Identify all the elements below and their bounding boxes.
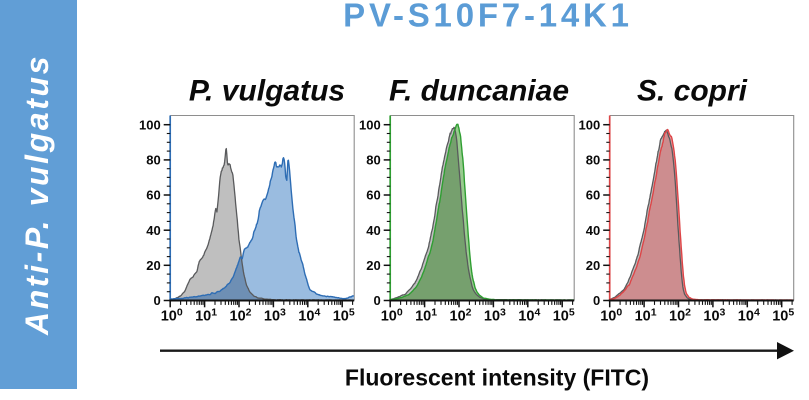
svg-text:40: 40 — [146, 223, 160, 238]
svg-text:40: 40 — [366, 223, 380, 238]
svg-text:40: 40 — [586, 223, 600, 238]
svg-text:100: 100 — [578, 117, 600, 132]
svg-text:80: 80 — [146, 153, 160, 168]
svg-text:Anti-P. vulgatus: Anti-P. vulgatus — [19, 54, 55, 336]
svg-text:60: 60 — [586, 188, 600, 203]
svg-text:F. duncaniae: F. duncaniae — [389, 75, 569, 108]
svg-text:20: 20 — [366, 258, 380, 273]
svg-text:100: 100 — [359, 117, 381, 132]
svg-text:S. copri: S. copri — [637, 75, 748, 108]
svg-text:20: 20 — [586, 258, 600, 273]
svg-text:60: 60 — [146, 188, 160, 203]
svg-text:Fluorescent intensity (FITC): Fluorescent intensity (FITC) — [345, 365, 649, 391]
svg-text:20: 20 — [146, 258, 160, 273]
svg-text:60: 60 — [366, 188, 380, 203]
svg-text:P. vulgatus: P. vulgatus — [189, 75, 345, 108]
svg-text:PV-S10F7-14K1: PV-S10F7-14K1 — [343, 0, 633, 34]
svg-text:80: 80 — [586, 153, 600, 168]
svg-text:100: 100 — [139, 117, 161, 132]
svg-text:0: 0 — [593, 293, 600, 308]
svg-text:0: 0 — [373, 293, 380, 308]
svg-text:0: 0 — [153, 293, 160, 308]
svg-text:80: 80 — [366, 153, 380, 168]
